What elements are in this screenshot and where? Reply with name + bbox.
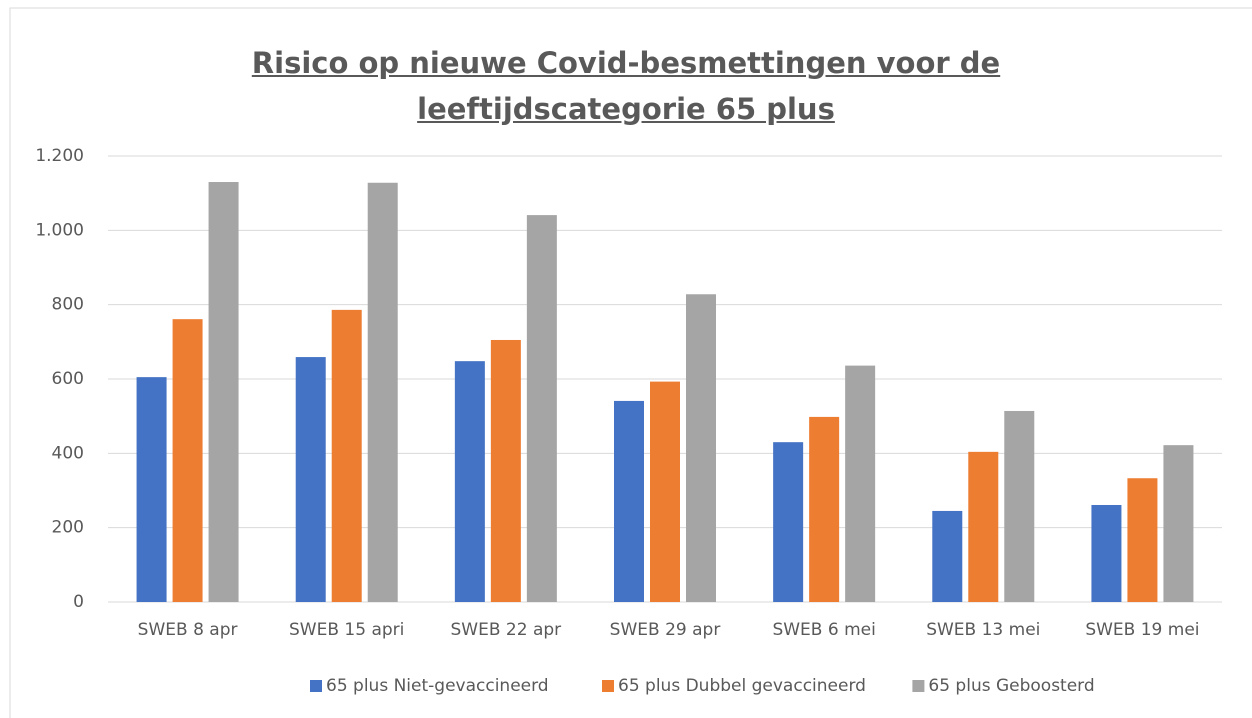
legend-swatch [310, 680, 322, 692]
x-tick-label: SWEB 15 apri [289, 620, 404, 640]
legend-swatch [602, 680, 614, 692]
chart-title: Risico op nieuwe Covid-besmettingen voor… [251, 46, 1001, 126]
y-tick-label: 600 [52, 369, 84, 389]
bar [1163, 445, 1194, 602]
bar [295, 357, 326, 602]
legend-swatch [912, 680, 925, 692]
x-tick-label: SWEB 29 apr [610, 620, 721, 640]
y-tick-label: 800 [52, 295, 84, 315]
bar [968, 451, 999, 602]
bar [490, 339, 521, 602]
bar [1127, 478, 1158, 602]
y-tick-label: 400 [52, 443, 84, 463]
bar [773, 442, 804, 602]
bar [526, 215, 557, 602]
x-tick-label: SWEB 13 mei [926, 620, 1040, 640]
x-tick-label: SWEB 6 mei [772, 620, 875, 640]
bar [686, 294, 716, 602]
legend-label: 65 plus Niet-gevaccineerd [326, 676, 549, 696]
bar [932, 510, 963, 602]
x-tick-label: SWEB 8 apr [138, 620, 238, 640]
bar [1004, 410, 1035, 602]
bar [650, 381, 680, 602]
x-tick-label: SWEB 19 mei [1085, 620, 1199, 640]
bar [208, 182, 239, 602]
chart-border [9, 7, 1252, 718]
bar [367, 182, 398, 602]
legend-label: 65 plus Dubbel gevaccineerd [618, 676, 866, 696]
bar [172, 319, 203, 602]
legend-label: 65 plus Geboosterd [928, 676, 1094, 696]
y-tick-label: 1.200 [35, 146, 84, 166]
y-tick-label: 200 [52, 518, 84, 538]
bar [809, 416, 840, 602]
y-tick-label: 0 [73, 592, 84, 612]
bar [1091, 504, 1122, 602]
bar [614, 400, 644, 602]
y-tick-label: 1.000 [35, 220, 84, 240]
bar [136, 377, 167, 602]
bar [331, 309, 362, 602]
bar [454, 361, 485, 602]
bar [845, 365, 876, 602]
x-tick-label: SWEB 22 apr [451, 620, 562, 640]
